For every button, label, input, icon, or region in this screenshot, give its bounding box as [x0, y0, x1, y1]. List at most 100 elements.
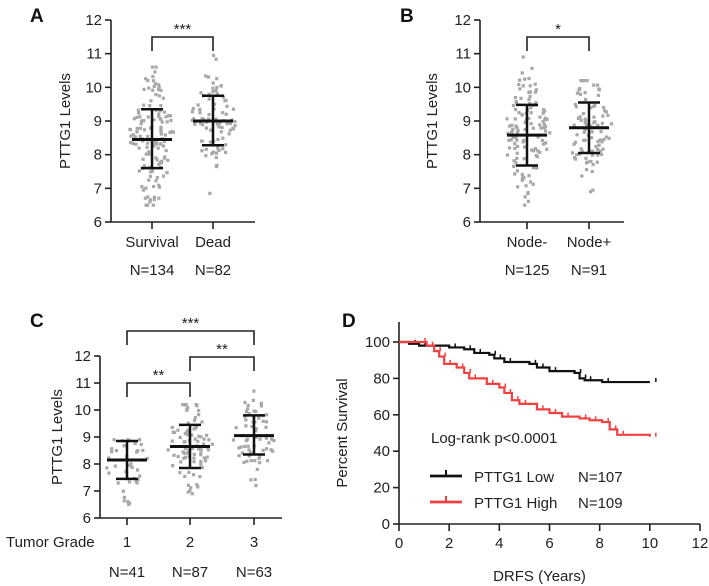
data-point [160, 120, 164, 124]
data-point [529, 111, 533, 115]
data-point [214, 151, 219, 155]
data-point [198, 107, 202, 112]
y-tick-label: 7 [463, 180, 471, 197]
data-point [182, 451, 187, 455]
data-point [579, 79, 583, 83]
data-point [159, 104, 163, 108]
y-tick-label: 10 [454, 79, 471, 96]
data-point [244, 410, 248, 414]
data-point [184, 431, 189, 435]
y-axis-title: PTTG1 Levels [57, 73, 74, 169]
data-point [541, 108, 545, 112]
data-point [107, 456, 111, 460]
data-point [517, 111, 521, 115]
data-point [113, 464, 117, 468]
data-point [194, 425, 198, 429]
data-point [598, 138, 602, 142]
y-tick-label: 7 [83, 483, 91, 500]
data-point [523, 77, 527, 81]
data-point [116, 481, 120, 485]
data-point [122, 444, 126, 448]
data-point [186, 406, 190, 410]
data-point [196, 408, 201, 413]
data-point [126, 500, 130, 504]
data-point [216, 137, 220, 142]
data-point [573, 140, 578, 144]
data-point [231, 126, 235, 130]
data-point [215, 163, 219, 167]
data-point [590, 149, 595, 153]
data-point [200, 420, 204, 424]
data-point [135, 126, 139, 131]
data-point [151, 203, 155, 207]
data-point [578, 92, 583, 96]
data-point [510, 123, 514, 127]
data-point [523, 203, 527, 207]
data-point [585, 79, 589, 83]
data-point [193, 416, 197, 420]
y-axis-title: Percent Survival [334, 378, 351, 487]
data-point [105, 466, 109, 470]
data-point [159, 88, 163, 93]
data-point [529, 122, 533, 126]
data-point [215, 76, 219, 81]
data-point [221, 111, 225, 115]
data-point [195, 404, 199, 408]
data-point [575, 153, 579, 157]
data-point [204, 147, 208, 151]
data-point [138, 126, 143, 130]
data-point [199, 91, 203, 95]
data-point [157, 196, 161, 200]
data-point [515, 156, 519, 161]
data-point [583, 121, 587, 125]
data-point [136, 478, 140, 482]
data-point [575, 133, 579, 137]
panel-label: B [400, 6, 414, 27]
data-point [211, 86, 215, 90]
data-point [170, 129, 174, 134]
data-point [513, 117, 517, 121]
data-point [505, 117, 509, 121]
data-point [155, 158, 159, 162]
data-point [169, 118, 173, 123]
data-point [520, 172, 524, 177]
data-point [517, 82, 521, 87]
data-point [606, 113, 610, 117]
log-rank-annotation: Log-rank p<0.0001 [431, 430, 557, 447]
data-point [259, 404, 263, 408]
data-point [541, 142, 546, 146]
data-point [250, 424, 254, 429]
data-point [137, 169, 141, 173]
data-point [602, 138, 606, 142]
panel-a: A 6 7 8 9 10 11 12 PTTG1 Levels Survival N=134 Dead… [30, 6, 255, 279]
data-point [182, 440, 186, 444]
data-point [254, 484, 258, 488]
data-point [191, 117, 196, 121]
y-tick-label: 9 [83, 429, 91, 446]
y-tick-label: 7 [94, 180, 102, 197]
data-point [513, 95, 518, 100]
data-point [596, 93, 601, 98]
data-point [526, 199, 530, 203]
data-point [515, 169, 520, 173]
x-tick-label: 1 [123, 534, 131, 551]
significance-label: ** [216, 341, 228, 358]
data-point [520, 178, 525, 182]
y-tick-label: 100 [365, 334, 390, 351]
data-point [509, 138, 513, 142]
data-point [207, 92, 211, 96]
data-point [231, 107, 236, 111]
data-point [162, 139, 167, 144]
significance-bracket [126, 382, 191, 397]
data-point [196, 439, 200, 443]
x-tick-label: 10 [641, 535, 658, 552]
data-point [225, 122, 229, 126]
data-point [161, 96, 165, 100]
data-point [142, 103, 146, 107]
data-point [583, 97, 588, 102]
data-point [527, 90, 531, 95]
group-0: Node- N=125 [505, 55, 552, 279]
data-point [576, 116, 581, 120]
data-point [151, 74, 155, 79]
data-point [520, 71, 524, 75]
